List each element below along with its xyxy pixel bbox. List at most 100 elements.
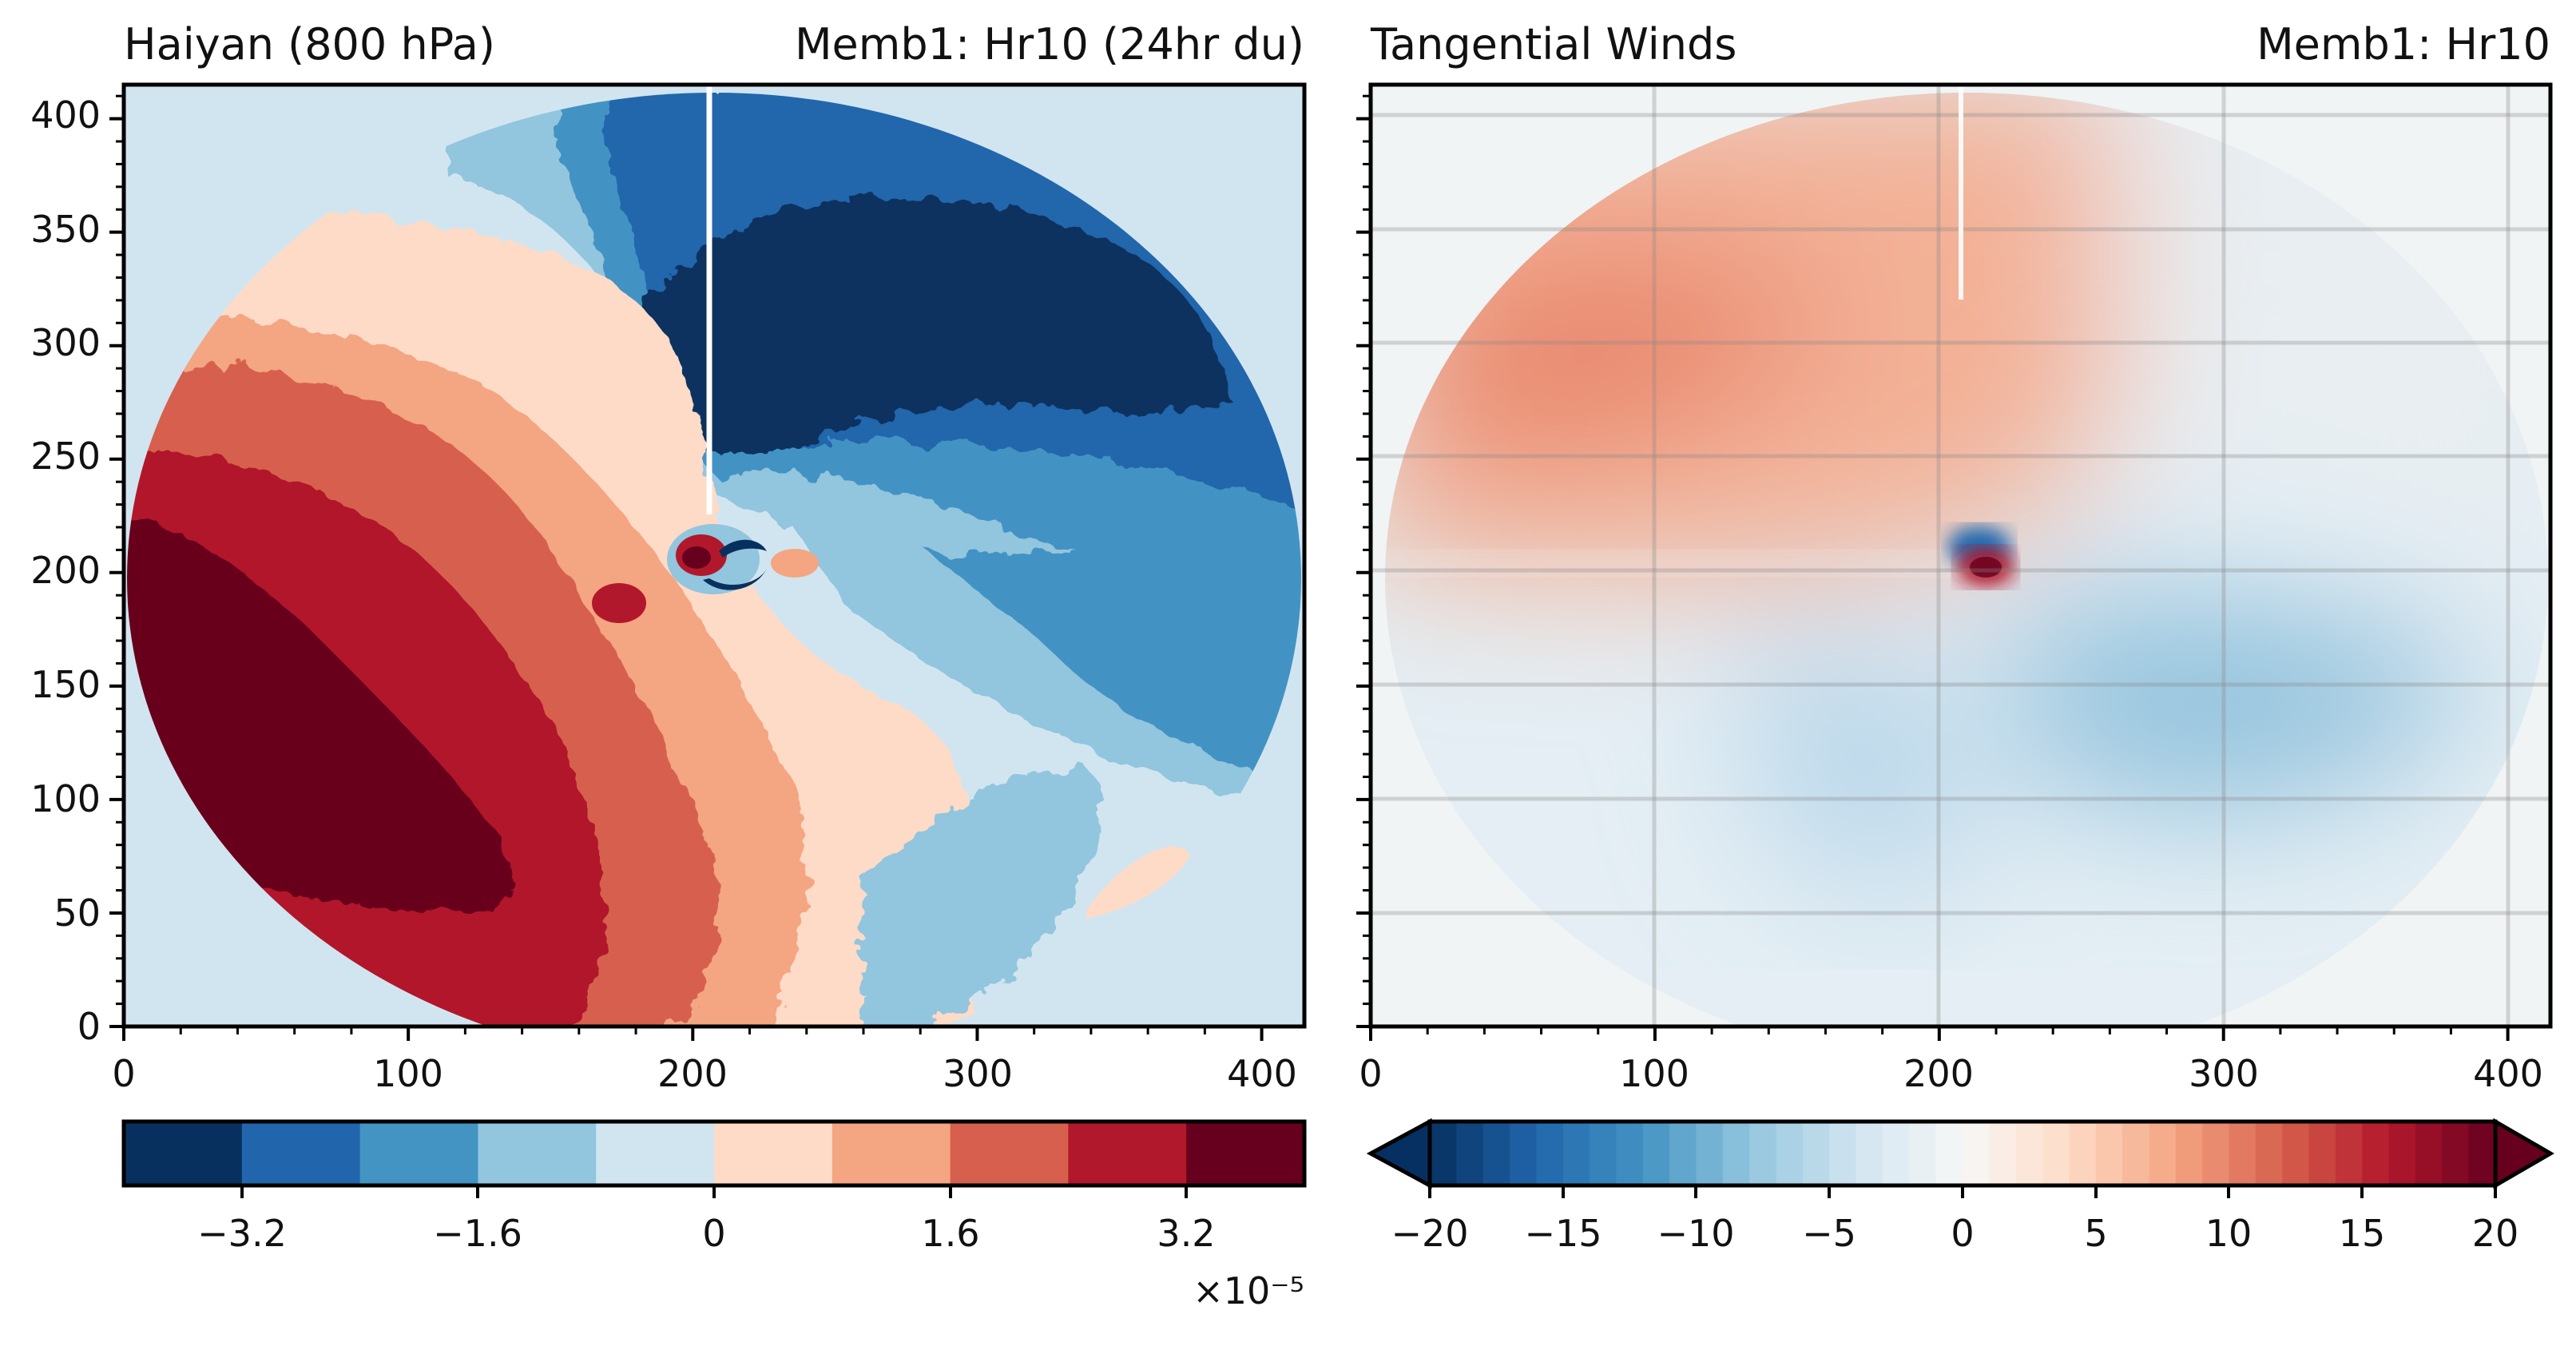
colorbar-swatch bbox=[1802, 1122, 1830, 1185]
right-xtick-label: 0 bbox=[1359, 1052, 1382, 1095]
right-xtick-label: 200 bbox=[1903, 1052, 1974, 1095]
colorbar-swatch bbox=[1456, 1122, 1484, 1185]
colorbar-swatch bbox=[1696, 1122, 1724, 1185]
colorbar-swatch bbox=[1186, 1122, 1305, 1185]
left-ytick-label: 200 bbox=[30, 549, 101, 592]
colorbar-swatch bbox=[1510, 1122, 1537, 1185]
left-xtick-label: 400 bbox=[1227, 1052, 1297, 1095]
left-ticks bbox=[109, 94, 1264, 1041]
left-xtick-labels: 0 100 200 300 400 bbox=[112, 1052, 1297, 1095]
left-ytick-label: 300 bbox=[30, 321, 101, 364]
colorbar-swatch bbox=[241, 1122, 361, 1185]
right-cbar-label: 10 bbox=[2205, 1212, 2253, 1255]
colorbar-swatch bbox=[124, 1122, 243, 1185]
colorbar-swatch bbox=[2069, 1122, 2097, 1185]
colorbar-swatch bbox=[2015, 1122, 2043, 1185]
colorbar-swatch bbox=[1749, 1122, 1777, 1185]
left-ytick-label: 150 bbox=[30, 663, 101, 706]
left-title: Haiyan (800 hPa) bbox=[124, 19, 495, 69]
colorbar-swatch bbox=[1909, 1122, 1937, 1185]
right-cbar-label: −15 bbox=[1524, 1212, 1602, 1255]
left-colorbar bbox=[124, 1122, 1305, 1198]
colorbar-swatch bbox=[1856, 1122, 1883, 1185]
colorbar-swatch bbox=[2149, 1122, 2177, 1185]
colorbar-swatch bbox=[2388, 1122, 2416, 1185]
left-cbar-label: 1.6 bbox=[921, 1212, 979, 1255]
colorbar-swatch bbox=[2229, 1122, 2256, 1185]
left-ytick-label: 350 bbox=[30, 208, 101, 251]
colorbar-swatch bbox=[2282, 1122, 2310, 1185]
colorbar-swatch bbox=[1642, 1122, 1670, 1185]
left-heatmap bbox=[124, 85, 1304, 1026]
right-colorbar-ticklabels: −20 −15 −10 −5 0 5 10 15 20 bbox=[1391, 1212, 2518, 1255]
left-colorbar-ticklabels: −3.2 −1.6 0 1.6 3.2 bbox=[197, 1212, 1215, 1255]
colorbar-swatch bbox=[1068, 1122, 1187, 1185]
colorbar-swatch bbox=[2442, 1122, 2470, 1185]
colorbar-swatch bbox=[1829, 1122, 1857, 1185]
right-colorbar bbox=[1366, 1118, 2554, 1198]
colorbar-swatch bbox=[1430, 1122, 1457, 1185]
colorbar-swatch bbox=[359, 1122, 478, 1185]
left-ytick-label: 400 bbox=[30, 93, 101, 137]
left-xtick-label: 0 bbox=[112, 1052, 135, 1095]
colorbar-swatch bbox=[832, 1122, 951, 1185]
colorbar-swatch bbox=[1536, 1122, 1564, 1185]
colorbar-swatch bbox=[2255, 1122, 2283, 1185]
colorbar-swatch bbox=[2122, 1122, 2150, 1185]
right-cbar-label: 0 bbox=[1951, 1212, 1974, 1255]
left-subtitle: Memb1: Hr10 (24hr du) bbox=[795, 19, 1304, 69]
colorbar-swatch bbox=[2362, 1122, 2390, 1185]
right-cbar-label: 15 bbox=[2339, 1212, 2386, 1255]
right-axes-frame bbox=[1368, 82, 2553, 1029]
right-cbar-label: −10 bbox=[1657, 1212, 1734, 1255]
right-ticks bbox=[1356, 94, 2510, 1041]
left-ytick-label: 100 bbox=[30, 777, 101, 820]
left-cbar-label: 3.2 bbox=[1157, 1212, 1215, 1255]
colorbar-swatch bbox=[1935, 1122, 1963, 1185]
right-heatmap bbox=[1371, 85, 2550, 1026]
colorbar-swatch bbox=[950, 1122, 1069, 1185]
left-ytick-label: 250 bbox=[30, 435, 101, 478]
colorbar-swatch bbox=[596, 1122, 715, 1185]
left-colorbar-multiplier: ×10⁻⁵ bbox=[1193, 1269, 1304, 1312]
left-xtick-label: 200 bbox=[657, 1052, 728, 1095]
left-cbar-label: 0 bbox=[702, 1212, 725, 1255]
right-xtick-label: 100 bbox=[1619, 1052, 1689, 1095]
left-cbar-label: −1.6 bbox=[433, 1212, 522, 1255]
right-cbar-label: −20 bbox=[1391, 1212, 1468, 1255]
colorbar-swatch bbox=[1616, 1122, 1644, 1185]
colorbar-swatch bbox=[1590, 1122, 1617, 1185]
right-xtick-labels: 0 100 200 300 400 bbox=[1359, 1052, 2543, 1095]
left-xtick-label: 100 bbox=[373, 1052, 443, 1095]
right-subtitle: Memb1: Hr10 bbox=[2256, 19, 2550, 69]
grid bbox=[1371, 85, 2550, 1026]
right-cbar-label: −5 bbox=[1802, 1212, 1856, 1255]
right-title: Tangential Winds bbox=[1370, 19, 1737, 69]
colorbar-swatch bbox=[2202, 1122, 2230, 1185]
colorbar-extend-min bbox=[1366, 1118, 1432, 1189]
colorbar-swatch bbox=[1989, 1122, 2017, 1185]
colorbar-swatch bbox=[1669, 1122, 1697, 1185]
right-xtick-label: 400 bbox=[2473, 1052, 2543, 1095]
colorbar-extend-max bbox=[2493, 1118, 2554, 1189]
left-ytick-label: 50 bbox=[54, 891, 101, 935]
colorbar-swatch bbox=[1562, 1122, 1590, 1185]
colorbar-swatch bbox=[478, 1122, 597, 1185]
colorbar-swatch bbox=[2042, 1122, 2070, 1185]
colorbar-swatch bbox=[2335, 1122, 2363, 1185]
colorbar-swatch bbox=[2415, 1122, 2443, 1185]
left-cbar-label: −3.2 bbox=[197, 1212, 287, 1255]
left-axes-frame bbox=[121, 82, 1307, 1029]
colorbar-swatch bbox=[2175, 1122, 2203, 1185]
left-xtick-label: 300 bbox=[943, 1052, 1013, 1095]
colorbar-swatch bbox=[1482, 1122, 1510, 1185]
left-ytick-labels: 0 50 100 150 200 250 300 350 400 bbox=[30, 93, 101, 1048]
colorbar-swatch bbox=[2468, 1122, 2496, 1185]
colorbar-swatch bbox=[1963, 1122, 1990, 1185]
colorbar-swatch bbox=[714, 1122, 833, 1185]
right-cbar-label: 20 bbox=[2472, 1212, 2519, 1255]
right-cbar-label: 5 bbox=[2084, 1212, 2107, 1255]
colorbar-swatch bbox=[2095, 1122, 2123, 1185]
colorbar-swatch bbox=[1882, 1122, 1910, 1185]
